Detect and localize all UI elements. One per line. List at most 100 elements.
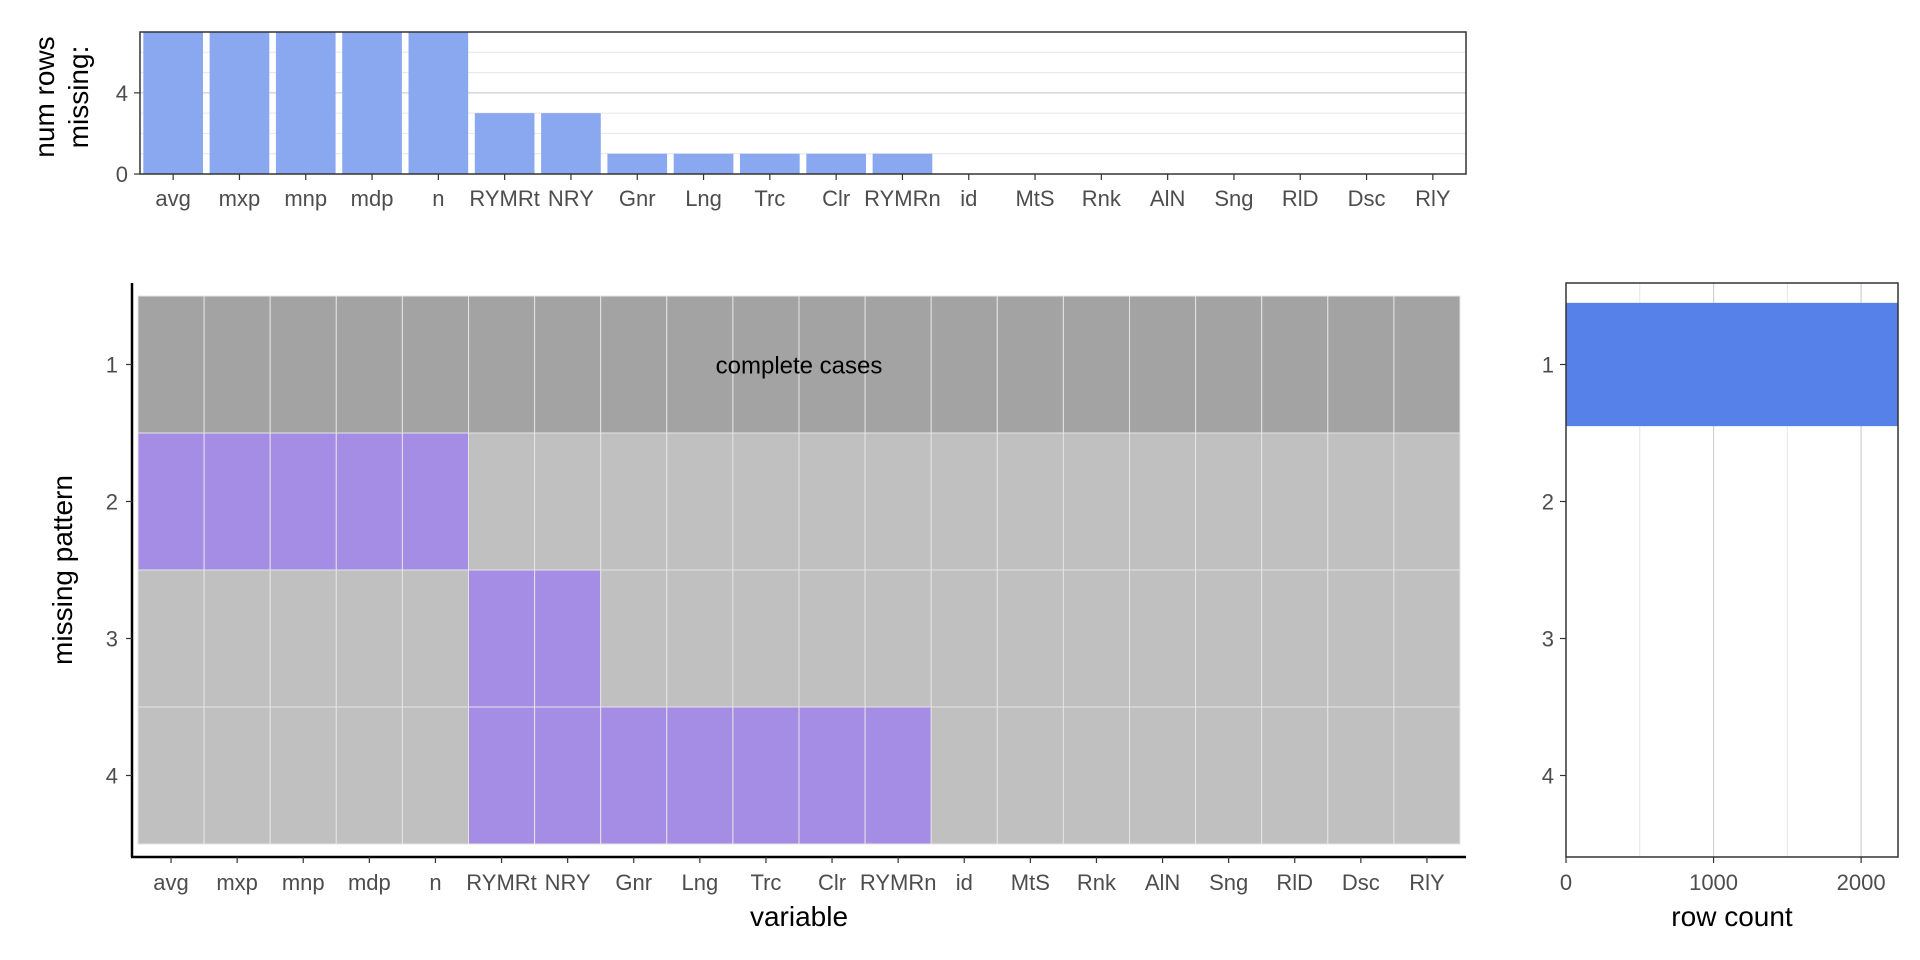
pattern-cell <box>600 432 668 571</box>
main-y-tick-label: 1 <box>106 353 118 378</box>
row-count-panel: 1 2 3 4 0 1000 2000 row count <box>1542 282 1899 932</box>
main-x-tick-label: MtS <box>1011 870 1050 895</box>
top-x-tick-label: mnp <box>284 186 327 211</box>
pattern-cell <box>468 295 536 434</box>
top-x-tick-label: Gnr <box>619 186 656 211</box>
pattern-cell <box>996 295 1064 434</box>
missing-count-bar <box>143 32 203 174</box>
side-y-tick-label: 3 <box>1542 627 1554 652</box>
pattern-cell <box>534 432 602 571</box>
main-x-tick-label: id <box>956 870 973 895</box>
top-x-tick-label: RlD <box>1282 186 1319 211</box>
pattern-cell <box>1062 569 1131 708</box>
main-y-axis-title: missing pattern <box>47 475 78 665</box>
main-x-tick-label: Rnk <box>1077 870 1117 895</box>
pattern-cell <box>1195 569 1263 708</box>
missing-count-bar <box>740 153 800 174</box>
pattern-cell <box>1195 295 1263 434</box>
main-y-tick-label: 2 <box>106 490 118 515</box>
pattern-cell <box>468 432 536 571</box>
top-x-tick-label: mdp <box>351 186 394 211</box>
pattern-cell <box>137 295 205 434</box>
main-x-tick-label: Clr <box>818 870 846 895</box>
top-x-tick-label: RYMRn <box>864 186 941 211</box>
pattern-cell <box>600 706 668 845</box>
pattern-cell <box>1327 706 1395 845</box>
main-x-tick-label: Sng <box>1209 870 1248 895</box>
side-y-tick-label: 2 <box>1542 490 1554 515</box>
pattern-cell <box>203 432 271 571</box>
main-x-tick-label: avg <box>153 870 188 895</box>
pattern-cell <box>732 706 800 845</box>
main-x-axis-title: variable <box>750 901 848 932</box>
pattern-cell <box>864 706 932 845</box>
side-y-tick-label: 1 <box>1542 353 1554 378</box>
main-x-tick-label: mnp <box>282 870 325 895</box>
pattern-cell <box>269 432 337 571</box>
top-y-tick-label: 0 <box>116 162 128 187</box>
top-x-tick-label: Trc <box>754 186 785 211</box>
pattern-cell <box>401 569 469 708</box>
side-x-tick-label: 2000 <box>1837 870 1886 895</box>
pattern-cell <box>864 295 932 434</box>
pattern-cell <box>864 569 932 708</box>
pattern-cell <box>930 706 998 845</box>
pattern-cell <box>732 432 800 571</box>
pattern-cell <box>1062 432 1131 571</box>
missing-pattern-panel: complete cases 1 2 3 4 avg mxp mnp mdp n RYMRt NRY G… <box>47 283 1466 932</box>
pattern-cell <box>996 569 1064 708</box>
pattern-cell <box>534 569 602 708</box>
pattern-cell <box>468 569 536 708</box>
top-x-tick-label: RYMRt <box>469 186 540 211</box>
pattern-cell <box>666 432 734 571</box>
top-x-tick-label: Lng <box>685 186 722 211</box>
pattern-cell <box>1261 569 1329 708</box>
pattern-cell <box>335 706 403 845</box>
pattern-cell <box>401 706 469 845</box>
pattern-cell <box>1261 706 1329 845</box>
top-y-tick-label: 4 <box>116 81 128 106</box>
pattern-cell <box>1062 295 1131 434</box>
side-x-tick-label: 1000 <box>1689 870 1738 895</box>
pattern-cell <box>335 432 403 571</box>
pattern-cell <box>864 432 932 571</box>
top-x-tick-label: id <box>960 186 977 211</box>
pattern-cell <box>798 432 866 571</box>
pattern-cell <box>798 706 866 845</box>
top-x-tick-label: AlN <box>1150 186 1185 211</box>
pattern-cell <box>401 295 469 434</box>
pattern-cell <box>534 706 602 845</box>
pattern-cell <box>666 569 734 708</box>
pattern-cell <box>930 569 998 708</box>
pattern-cell <box>798 569 866 708</box>
pattern-cell <box>666 295 734 434</box>
top-x-tick-label: avg <box>155 186 190 211</box>
side-x-axis-title: row count <box>1671 901 1793 932</box>
top-x-tick-label: RlY <box>1415 186 1451 211</box>
pattern-cell <box>1393 295 1461 434</box>
pattern-cell <box>1062 706 1131 845</box>
pattern-cell <box>203 569 271 708</box>
top-x-tick-label: Dsc <box>1348 186 1386 211</box>
top-x-tick-label: n <box>432 186 444 211</box>
side-panel-border <box>1565 282 1899 858</box>
pattern-cell <box>1129 706 1197 845</box>
pattern-cell <box>1129 569 1197 708</box>
pattern-cell <box>1195 432 1263 571</box>
main-x-tick-label: Trc <box>750 870 781 895</box>
missing-count-bar <box>872 153 933 174</box>
pattern-cell <box>137 706 205 845</box>
top-x-tick-label: Sng <box>1214 186 1253 211</box>
top-panel-border <box>139 31 1467 175</box>
missing-count-bar <box>275 32 336 174</box>
pattern-cell <box>1393 706 1461 845</box>
pattern-cell <box>1327 295 1395 434</box>
missing-count-bar <box>209 32 270 174</box>
pattern-cell <box>1261 295 1329 434</box>
main-x-tick-label: Lng <box>681 870 718 895</box>
pattern-cell <box>1195 706 1263 845</box>
main-x-tick-label: mxp <box>216 870 258 895</box>
complete-cases-label: complete cases <box>716 353 883 380</box>
pattern-cell <box>534 295 602 434</box>
